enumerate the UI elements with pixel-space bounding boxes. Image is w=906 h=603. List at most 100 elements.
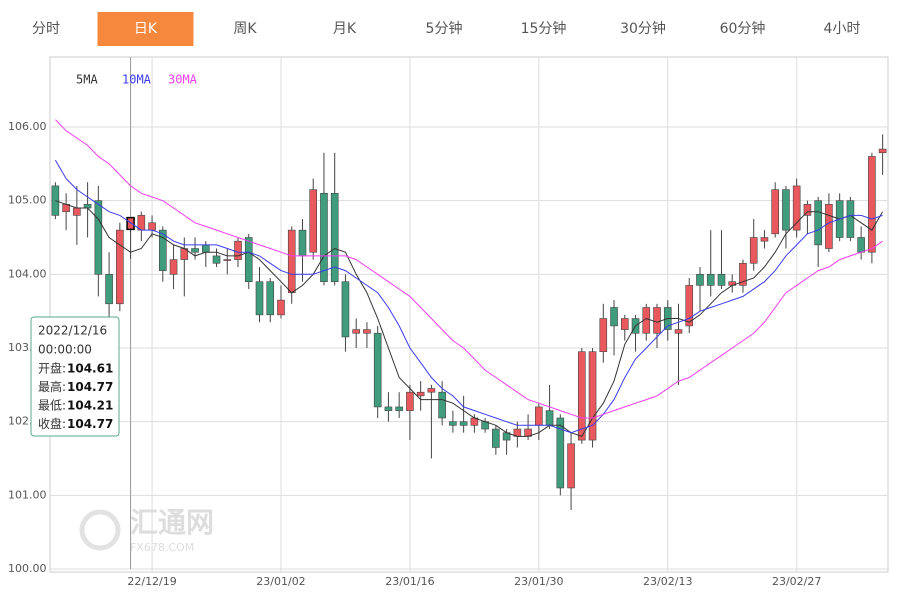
legend-entry: 10MA bbox=[122, 73, 152, 87]
candle-body bbox=[610, 307, 618, 327]
x-tick-label: 23/02/27 bbox=[772, 575, 821, 588]
candle-body bbox=[191, 248, 199, 253]
candle-body bbox=[212, 255, 221, 264]
candle-body bbox=[535, 406, 543, 426]
candle-body bbox=[341, 281, 350, 338]
tooltip-label: 开盘: bbox=[38, 361, 66, 376]
candle-body bbox=[373, 332, 382, 408]
candle-body bbox=[406, 391, 414, 411]
tab[interactable]: 5分钟 bbox=[426, 20, 463, 37]
candle-body bbox=[449, 421, 457, 426]
candle-body bbox=[105, 274, 113, 305]
y-tick-label: 100.00 bbox=[8, 562, 47, 575]
candle-body bbox=[427, 388, 436, 393]
candle-body bbox=[878, 148, 887, 154]
candle-body bbox=[201, 244, 210, 253]
tab[interactable]: 4小时 bbox=[824, 21, 861, 37]
x-tick-label: 22/12/19 bbox=[127, 575, 176, 588]
tooltip-date: 2022/12/16 bbox=[38, 324, 107, 338]
tooltip-value: 104.77 bbox=[67, 380, 113, 394]
candle-body bbox=[717, 274, 726, 286]
candle-body bbox=[352, 329, 360, 334]
tooltip-label: 收盘: bbox=[38, 416, 66, 431]
y-tick-label: 106.00 bbox=[8, 120, 47, 133]
tab[interactable]: 60分钟 bbox=[720, 20, 766, 37]
candle-body bbox=[244, 237, 253, 282]
candle-body bbox=[620, 318, 629, 330]
candle-body bbox=[416, 391, 425, 397]
legend-entry: 30MA bbox=[168, 73, 198, 87]
tooltip-value: 104.61 bbox=[67, 362, 113, 376]
candle-body bbox=[868, 156, 876, 253]
candle-body bbox=[556, 417, 565, 489]
candle-body bbox=[846, 200, 855, 238]
candle-body bbox=[51, 185, 60, 216]
candle-body bbox=[309, 189, 318, 253]
tooltip-box bbox=[30, 316, 120, 437]
candle-body bbox=[223, 259, 232, 261]
tab[interactable]: 月K bbox=[333, 21, 357, 37]
candle-body bbox=[706, 274, 715, 286]
y-tick-label: 101.00 bbox=[8, 488, 47, 501]
candle-body bbox=[771, 189, 779, 235]
x-tick-label: 23/01/02 bbox=[256, 575, 305, 588]
x-tick-label: 23/01/16 bbox=[385, 575, 434, 588]
candle-body bbox=[169, 259, 178, 275]
candle-body bbox=[438, 391, 446, 419]
candle-body bbox=[126, 216, 135, 231]
candle-body bbox=[653, 307, 661, 334]
x-tick-label: 23/02/13 bbox=[643, 575, 692, 588]
tab[interactable]: 日K bbox=[134, 21, 158, 37]
candle-body bbox=[803, 204, 812, 216]
candle-body bbox=[674, 329, 683, 334]
candle-body bbox=[578, 351, 586, 441]
candle-body bbox=[234, 240, 242, 260]
candle-body bbox=[363, 329, 371, 334]
candle-body bbox=[395, 406, 403, 411]
candle-body bbox=[814, 200, 822, 246]
candle-body bbox=[696, 274, 704, 286]
candle-body bbox=[545, 410, 554, 426]
tooltip-label: 最低: bbox=[38, 399, 66, 413]
candle-body bbox=[760, 237, 769, 242]
candle-body bbox=[792, 185, 801, 231]
candle-body bbox=[384, 406, 393, 411]
watermark-logo bbox=[79, 509, 121, 551]
candle-body bbox=[159, 229, 167, 271]
candle-body bbox=[782, 189, 790, 231]
candle-body bbox=[825, 204, 833, 249]
watermark-site: FX678.COM bbox=[130, 541, 194, 554]
ma-line bbox=[55, 200, 884, 438]
legend-entry: 5MA bbox=[76, 73, 98, 87]
tab[interactable]: 分时 bbox=[32, 21, 60, 37]
candle-body bbox=[320, 192, 328, 282]
candle-body bbox=[330, 192, 339, 282]
candle-body bbox=[685, 285, 694, 327]
candle-body bbox=[567, 443, 575, 489]
tooltip-label: 最高: bbox=[38, 379, 66, 394]
candle-body bbox=[857, 237, 865, 253]
ma-line bbox=[54, 159, 883, 434]
plot-frame bbox=[49, 56, 889, 573]
candle-body bbox=[588, 351, 597, 441]
candle-body bbox=[94, 200, 103, 275]
y-tick-label: 105.00 bbox=[8, 194, 47, 207]
candle-body bbox=[298, 229, 307, 257]
candle-body bbox=[277, 299, 285, 316]
active-tab bbox=[97, 12, 194, 46]
y-tick-label: 104.00 bbox=[8, 267, 47, 280]
candle-body bbox=[255, 281, 264, 316]
candle-body bbox=[599, 318, 608, 352]
candle-body bbox=[73, 207, 81, 216]
candle-body bbox=[287, 229, 296, 294]
tooltip-value: 104.21 bbox=[67, 399, 113, 413]
candle-body bbox=[492, 428, 500, 448]
tooltip-value: 104.77 bbox=[67, 417, 113, 431]
candle-body bbox=[749, 237, 758, 264]
candle-body bbox=[739, 262, 747, 286]
tab[interactable]: 15分钟 bbox=[521, 20, 567, 37]
tab[interactable]: 周K bbox=[233, 21, 257, 37]
tab[interactable]: 30分钟 bbox=[620, 20, 666, 37]
